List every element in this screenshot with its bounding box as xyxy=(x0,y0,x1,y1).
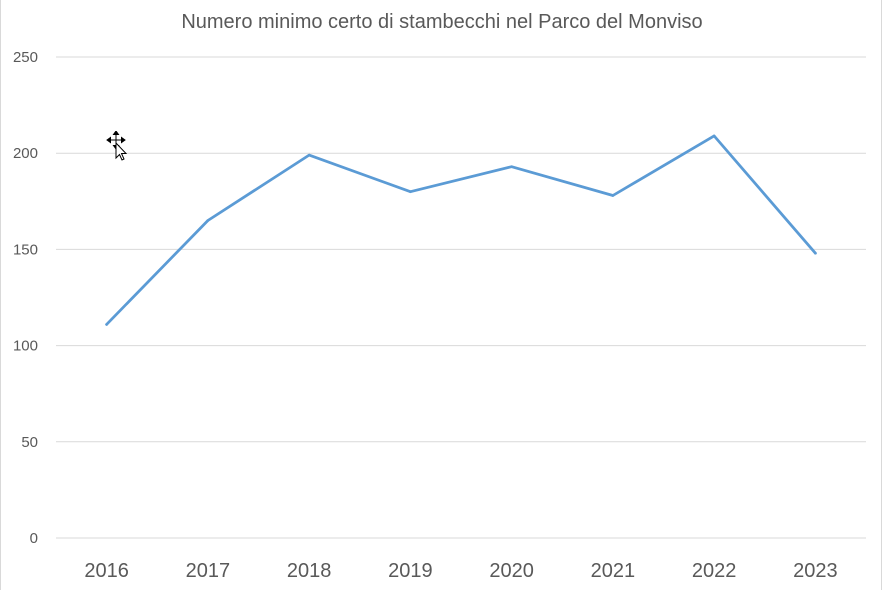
series-line-0 xyxy=(105,134,817,326)
data-point-2016 xyxy=(105,323,108,326)
x-tick-label-2016: 2016 xyxy=(84,560,129,582)
x-tick-label-2022: 2022 xyxy=(692,560,737,582)
x-tick-label-2023: 2023 xyxy=(793,560,838,582)
x-tick-label-2018: 2018 xyxy=(287,560,332,582)
x-tick-label-2019: 2019 xyxy=(388,560,433,582)
data-point-2017 xyxy=(206,219,210,222)
y-tick-label-200: 200 xyxy=(13,145,38,162)
data-point-2022 xyxy=(712,134,716,138)
series-layer xyxy=(105,134,817,326)
y-tick-label-0: 0 xyxy=(30,530,38,547)
chart-title: Numero minimo certo di stambecchi nel Pa… xyxy=(181,11,703,33)
data-point-2020 xyxy=(510,165,513,168)
move-cursor-icon xyxy=(106,131,128,161)
x-axis-ticks: 2016 2017 2018 2019 2020 2021 2022 2023 xyxy=(84,560,837,582)
y-tick-label-100: 100 xyxy=(13,338,38,355)
y-tick-label-250: 250 xyxy=(13,49,38,66)
y-tick-label-50: 50 xyxy=(21,434,38,451)
data-point-2018 xyxy=(307,153,311,157)
data-point-2021 xyxy=(611,194,615,197)
x-tick-label-2020: 2020 xyxy=(489,560,534,582)
y-axis-ticks: 0 50 100 150 200 250 xyxy=(13,49,38,547)
y-tick-label-150: 150 xyxy=(13,241,38,258)
x-tick-label-2021: 2021 xyxy=(591,560,636,582)
data-point-2019 xyxy=(409,190,412,193)
data-point-2023 xyxy=(814,251,817,255)
gridlines xyxy=(56,56,866,539)
x-tick-label-2017: 2017 xyxy=(186,560,231,582)
